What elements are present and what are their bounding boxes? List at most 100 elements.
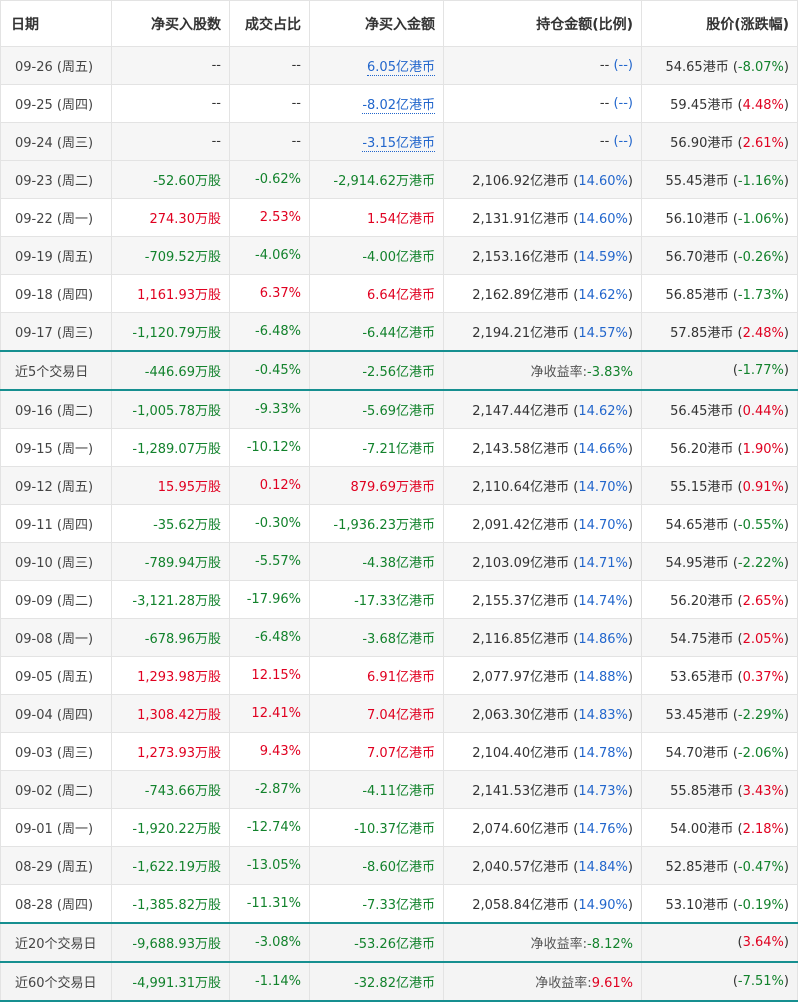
- net-shares-cell: -1,385.82万股: [111, 884, 230, 924]
- paren-close: ): [627, 404, 633, 419]
- table-row: 09-24 (周三) -- -- -3.15亿港币 -- (--) 56.90港币 (2.…: [0, 122, 798, 161]
- net-shares-value: -1,120.79: [132, 326, 195, 341]
- unit-label: 万股: [194, 212, 221, 227]
- net-shares-value: -743.66: [144, 784, 195, 799]
- holding-pct-link[interactable]: --: [618, 96, 628, 111]
- holding-cell: -- (--): [443, 46, 642, 85]
- price-change-pct: 0.37%: [742, 670, 784, 685]
- net-shares-value: -678.96: [144, 632, 195, 647]
- net-shares-value: -446.69: [144, 365, 195, 380]
- net-amount-value: -3.15: [362, 136, 396, 151]
- net-shares-value: -4,991.31: [132, 976, 195, 991]
- price-change-pct: 4.48%: [742, 98, 784, 113]
- unit-label: 港币: [702, 212, 729, 227]
- price-change-cell: 53.65港币 (0.37%): [641, 656, 798, 695]
- net-amount-value: -7.33: [362, 898, 396, 913]
- net-shares-cell: 274.30万股: [111, 198, 230, 237]
- header-net-amount[interactable]: 净买入金额: [309, 0, 444, 47]
- net-amount-link[interactable]: -8.02亿港币: [362, 98, 435, 114]
- price-change-pct: -0.19%: [737, 898, 784, 913]
- header-holding-value[interactable]: 持仓金额(比例): [443, 0, 642, 47]
- header-date[interactable]: 日期: [0, 0, 112, 47]
- holding-pct: 14.88%: [578, 670, 628, 685]
- paren-open: (: [732, 250, 738, 265]
- turnover-ratio-value: -4.06%: [255, 248, 301, 263]
- date-cell: 09-04 (周四): [0, 694, 112, 733]
- turnover-ratio-value: -9.33%: [255, 402, 301, 417]
- turnover-ratio-value: -1.14%: [255, 974, 301, 989]
- net-amount-link[interactable]: -3.15亿港币: [362, 136, 435, 152]
- unit-label: 亿港币: [530, 442, 570, 457]
- net-shares-cell: -52.60万股: [111, 160, 230, 199]
- price-value: 56.20: [670, 594, 708, 609]
- net-amount-value: -17.33: [354, 594, 396, 609]
- price-value: 55.45: [665, 174, 703, 189]
- turnover-ratio-cell: -12.74%: [229, 808, 310, 847]
- net-amount-value: -53.26: [354, 937, 396, 952]
- paren-open: (: [569, 594, 579, 609]
- holding-pct-link[interactable]: --: [618, 134, 628, 149]
- header-price-change[interactable]: 股价(涨跌幅): [641, 0, 798, 47]
- unit-label: 万股: [194, 898, 221, 913]
- table-row: 08-29 (周五) -1,622.19万股 -13.05% -8.60亿港币 2,04…: [0, 846, 798, 885]
- net-shares-value: 274.30: [149, 212, 195, 227]
- price-change-pct: 2.05%: [742, 632, 784, 647]
- turnover-ratio-value: -3.08%: [255, 935, 301, 950]
- paren-open: (: [737, 480, 743, 495]
- unit-label: 亿港币: [530, 784, 570, 799]
- unit-label: 亿港币: [530, 480, 570, 495]
- unit-label: 亿港币: [530, 288, 570, 303]
- holding-pct: 14.84%: [578, 860, 628, 875]
- holding-pct: 14.73%: [578, 784, 628, 799]
- net-amount-link[interactable]: 6.05亿港币: [367, 60, 435, 76]
- unit-label: 万股: [194, 937, 221, 952]
- date-text: 09-24 (周三): [15, 136, 94, 151]
- holding-pct: 14.78%: [578, 746, 628, 761]
- price-value: 54.70: [665, 746, 703, 761]
- holding-pct: 14.59%: [578, 250, 628, 265]
- turnover-ratio-value: 9.43%: [259, 744, 301, 759]
- unit-label: 亿港币: [395, 898, 435, 913]
- price-change-pct: 2.65%: [742, 594, 784, 609]
- paren-close: ): [627, 746, 633, 761]
- net-return-value: -3.83%: [587, 365, 633, 380]
- paren-close: ): [783, 98, 789, 113]
- paren-close: ): [627, 518, 633, 533]
- date-cell: 09-11 (周四): [0, 504, 112, 543]
- paren-close: ): [627, 632, 633, 647]
- turnover-ratio-cell: -9.33%: [229, 389, 310, 429]
- net-amount-cell: -10.37亿港币: [309, 808, 444, 847]
- net-amount-value: 7.04: [367, 708, 396, 723]
- unit-label: 万股: [194, 670, 221, 685]
- holding-cell: -- (--): [443, 122, 642, 161]
- unit-label: 亿港币: [395, 976, 435, 991]
- unit-label: 港币: [702, 174, 729, 189]
- price-change-pct: 1.90%: [742, 442, 784, 457]
- date-cell: 09-12 (周五): [0, 466, 112, 505]
- net-amount-cell: 6.64亿港币: [309, 274, 444, 313]
- header-net-shares[interactable]: 净买入股数: [111, 0, 230, 47]
- header-turnover-ratio[interactable]: 成交占比: [229, 0, 310, 47]
- net-amount-value: -5.69: [362, 404, 396, 419]
- holding-cell: 2,106.92亿港币 (14.60%): [443, 160, 642, 199]
- unit-label: 亿港币: [530, 518, 570, 533]
- net-return-label: 净收益率:: [530, 365, 587, 380]
- net-shares-cell: -3,121.28万股: [111, 580, 230, 619]
- holding-pct: 14.90%: [578, 898, 628, 913]
- net-shares-cell: --: [111, 46, 230, 85]
- date-text: 09-10 (周三): [15, 556, 94, 571]
- paren-open: (: [732, 708, 738, 723]
- paren-close: ): [783, 822, 789, 837]
- paren-open: (: [732, 860, 738, 875]
- net-shares-value: -1,289.07: [132, 442, 195, 457]
- unit-label: 万股: [194, 288, 221, 303]
- holding-pct-link[interactable]: --: [618, 58, 628, 73]
- paren-open: (: [737, 670, 743, 685]
- price-change-cell: 56.85港币 (-1.73%): [641, 274, 798, 313]
- holding-value: 2,077.97: [472, 670, 531, 685]
- price-change-pct: 3.64%: [742, 935, 784, 950]
- price-change-pct: -0.47%: [737, 860, 784, 875]
- net-amount-value: -4.11: [362, 784, 396, 799]
- table-row: 09-04 (周四) 1,308.42万股 12.41% 7.04亿港币 2,063.3…: [0, 694, 798, 733]
- holding-cell: 2,131.91亿港币 (14.60%): [443, 198, 642, 237]
